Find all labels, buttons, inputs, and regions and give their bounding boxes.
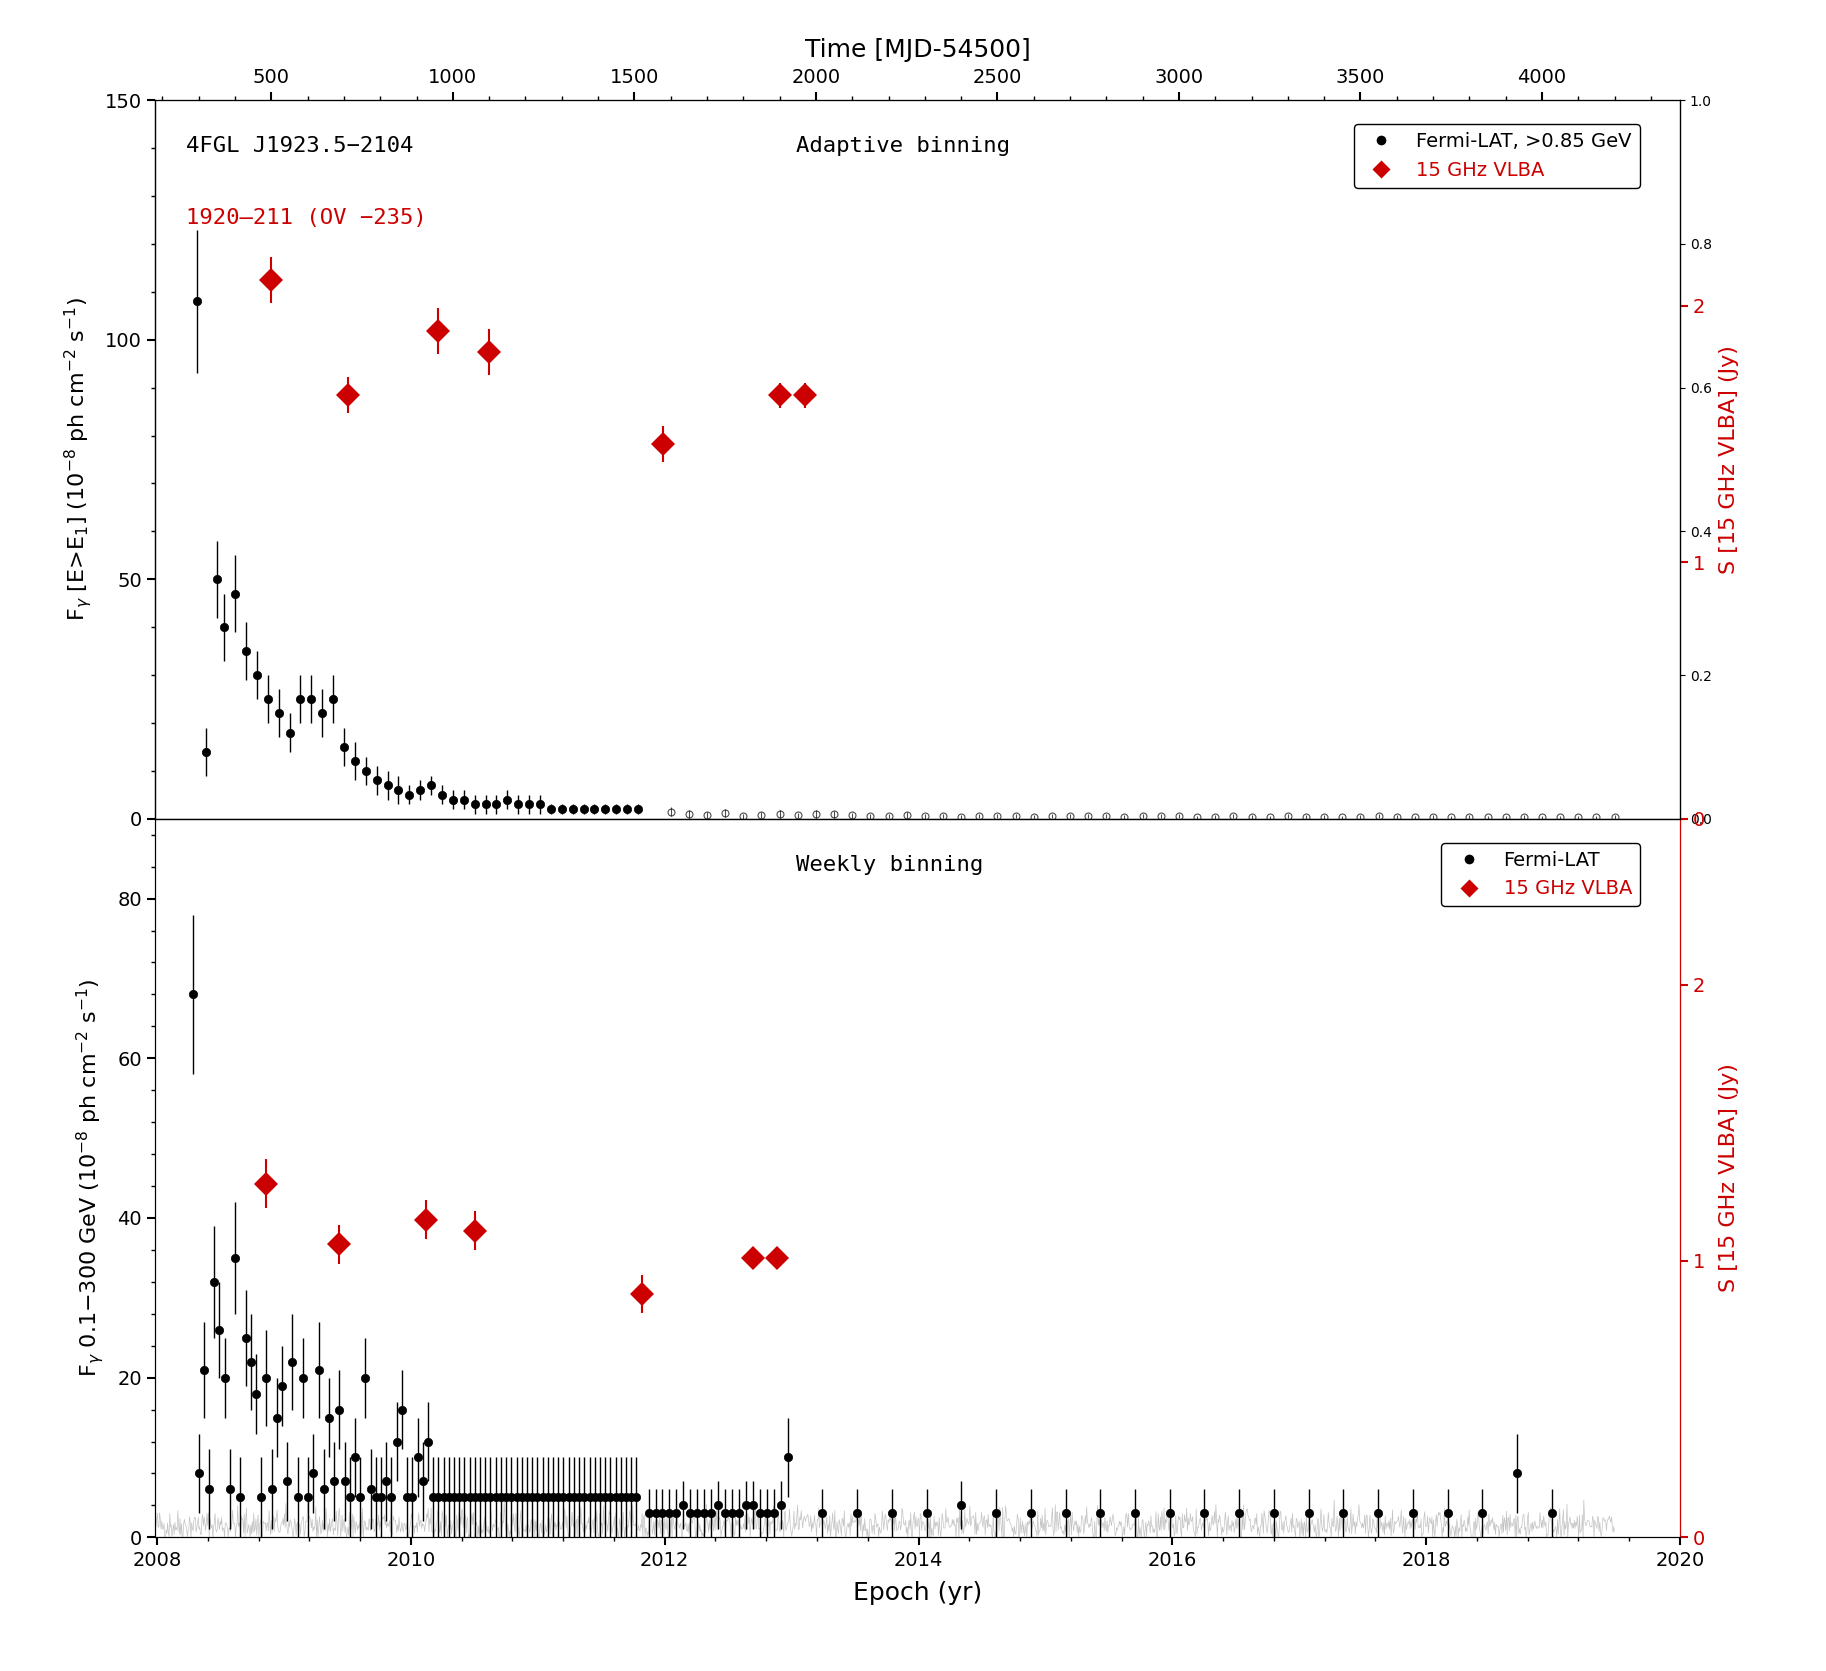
Legend: Fermi-LAT, >0.85 GeV, 15 GHz VLBA: Fermi-LAT, >0.85 GeV, 15 GHz VLBA bbox=[1355, 124, 1640, 187]
X-axis label: Time [MJD-54500]: Time [MJD-54500] bbox=[805, 38, 1030, 62]
Text: 4FGL J1923.5−2104: 4FGL J1923.5−2104 bbox=[186, 137, 413, 155]
Legend: Fermi-LAT, 15 GHz VLBA: Fermi-LAT, 15 GHz VLBA bbox=[1441, 842, 1640, 906]
Y-axis label: F$_\gamma$ 0.1$-$300 GeV (10$^{-8}$ ph cm$^{-2}$ s$^{-1}$): F$_\gamma$ 0.1$-$300 GeV (10$^{-8}$ ph c… bbox=[75, 979, 106, 1377]
Y-axis label: S [15 GHz VLBA] (Jy): S [15 GHz VLBA] (Jy) bbox=[1720, 346, 1740, 573]
Text: 1920–211 (OV −235): 1920–211 (OV −235) bbox=[186, 207, 427, 227]
Text: Adaptive binning: Adaptive binning bbox=[796, 137, 1010, 155]
X-axis label: Epoch (yr): Epoch (yr) bbox=[853, 1581, 982, 1604]
Y-axis label: F$_\gamma$ [E>E$_1$] (10$^{-8}$ ph cm$^{-2}$ s$^{-1}$): F$_\gamma$ [E>E$_1$] (10$^{-8}$ ph cm$^{… bbox=[62, 297, 93, 622]
Text: Weekly binning: Weekly binning bbox=[796, 856, 982, 874]
Y-axis label: S [15 GHz VLBA] (Jy): S [15 GHz VLBA] (Jy) bbox=[1720, 1064, 1740, 1292]
